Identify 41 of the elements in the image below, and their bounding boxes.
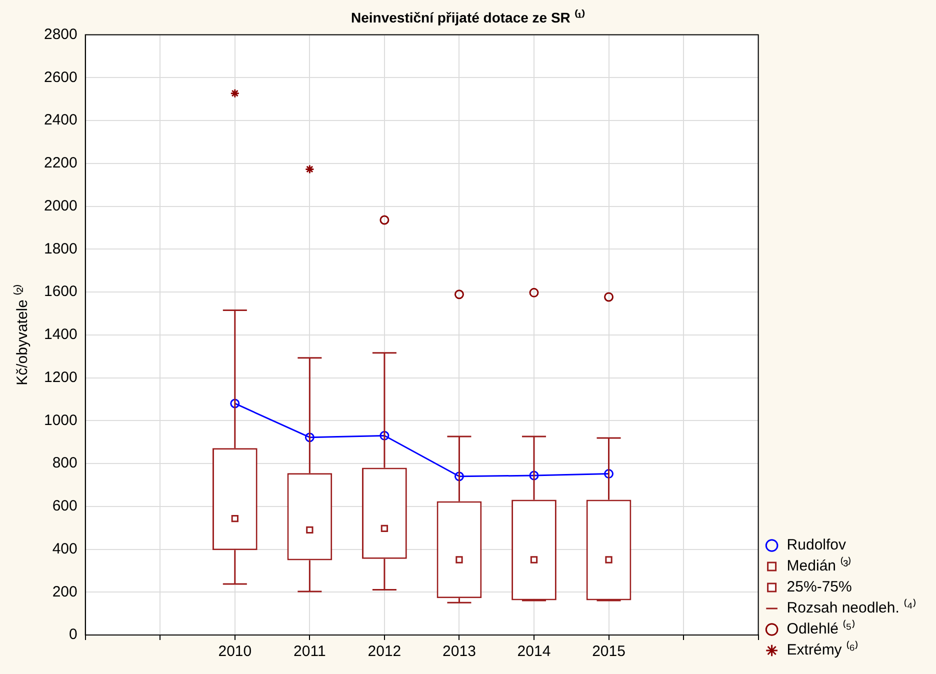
y-tick-label: 1600 [44, 283, 78, 300]
y-tick-label: 2600 [44, 68, 78, 86]
point [454, 472, 464, 482]
y-tick-label: 2800 [44, 26, 78, 43]
point [380, 215, 390, 225]
x-tick-label: 2012 [368, 643, 402, 660]
y-tick-label: 2000 [44, 197, 78, 214]
point [604, 292, 614, 302]
y-tick-label: 1000 [44, 412, 78, 429]
text: Rozsah neodleh. ⁽⁴⁾ [786, 598, 916, 617]
y-tick-label: 200 [52, 583, 78, 600]
x-tick-label: 2015 [592, 643, 626, 660]
point [230, 398, 240, 408]
y-tick-label: 400 [52, 540, 78, 558]
text: Medián ⁽³⁾ [786, 556, 852, 575]
y-tick-label: 600 [52, 498, 78, 515]
point [304, 432, 314, 442]
chart-title: Neinvestiční přijaté dotace ze SR ⁽¹⁾ [351, 9, 585, 26]
point [529, 470, 539, 480]
y-tick-label: 1800 [44, 240, 78, 258]
legend-label: Extrémy ⁽⁶⁾ [786, 640, 858, 659]
legend-label: Odlehlé ⁽⁵⁾ [786, 620, 855, 638]
point [304, 164, 314, 174]
x-tick-label: 2014 [517, 643, 551, 660]
legend-label: 25%-75% [786, 578, 852, 596]
y-tick-label: 2400 [44, 112, 78, 129]
x-tick-label: 2010 [218, 643, 252, 660]
y-tick-label: 2200 [44, 154, 78, 172]
point [604, 469, 614, 479]
legend-label: Rudolfov [786, 536, 847, 554]
x-tick-label: 2011 [294, 643, 326, 660]
point [230, 88, 240, 98]
point [380, 430, 390, 440]
y-tick-label: 1400 [44, 326, 78, 344]
x-tick-label: 2013 [442, 643, 476, 660]
y-tick-label: 0 [69, 626, 78, 644]
y-tick-label: 1200 [44, 368, 78, 386]
y-axis-title: Kč/obyvatele ⁽²⁾ [13, 284, 32, 386]
point [454, 290, 464, 300]
point [529, 288, 539, 298]
y-tick-label: 800 [52, 454, 78, 472]
